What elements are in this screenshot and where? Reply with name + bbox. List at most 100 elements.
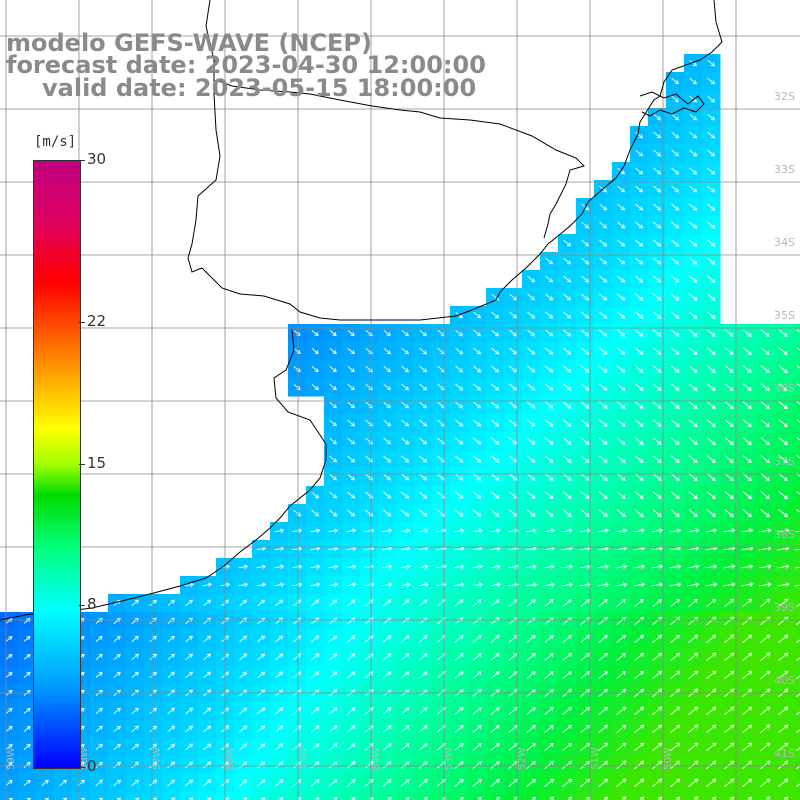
wind-arrow [527, 311, 536, 319]
wind-arrow [509, 293, 518, 301]
wind-cell [486, 792, 505, 800]
wind-arrow [635, 329, 644, 337]
wind-arrow [23, 671, 31, 678]
wind-arrow [670, 347, 680, 355]
wind-arrow [796, 419, 800, 423]
wind-arrow [310, 564, 321, 569]
wind-arrow [562, 706, 573, 715]
wind-arrow [652, 473, 662, 481]
wind-arrow [562, 652, 572, 661]
wind-speed-field [0, 54, 800, 800]
wind-cell [720, 792, 739, 800]
wind-arrow [724, 383, 734, 391]
wind-arrow [742, 491, 752, 500]
wind-arrow [275, 599, 284, 607]
wind-arrow [167, 707, 176, 715]
wind-arrow [688, 724, 699, 734]
wind-arrow [759, 564, 772, 569]
wind-arrow [328, 743, 338, 751]
wind-arrow [670, 383, 680, 391]
wind-arrow [796, 765, 800, 770]
wind-arrow [634, 419, 644, 427]
wind-arrow [98, 797, 104, 800]
wind-arrow [621, 796, 627, 800]
wind-arrow [347, 437, 356, 445]
wind-arrow [489, 564, 501, 569]
wind-arrow [598, 634, 608, 643]
wind-arrow [491, 401, 500, 409]
wind-arrow [544, 706, 554, 715]
wind-arrow [633, 564, 646, 569]
wind-arrow [616, 455, 626, 463]
wind-arrow [454, 564, 465, 569]
wind-arrow [598, 742, 609, 752]
wind-arrow [545, 347, 554, 355]
wind-arrow [292, 528, 303, 533]
longitude-label: 57W [152, 747, 163, 770]
wind-arrow [652, 652, 663, 662]
wind-arrow [454, 707, 464, 715]
wind-arrow [382, 779, 392, 787]
wind-arrow [491, 311, 500, 319]
color-scale-bar [33, 160, 81, 769]
wind-arrow [669, 528, 682, 533]
wind-arrow [635, 167, 644, 175]
wind-arrow [633, 528, 646, 533]
wind-arrow [580, 401, 590, 409]
wind-arrow [203, 725, 212, 733]
wind-arrow [545, 419, 554, 427]
wind-arrow [203, 707, 212, 715]
wind-arrow [329, 330, 337, 337]
wind-arrow [346, 761, 356, 769]
wind-arrow [651, 528, 664, 533]
wind-arrow [526, 635, 536, 643]
wind-arrow [311, 330, 319, 337]
wind-cell [558, 792, 577, 800]
wind-arrow [149, 599, 157, 607]
wind-arrow [454, 743, 464, 751]
wind-arrow [634, 742, 645, 752]
wind-arrow [670, 778, 681, 788]
wind-arrow [167, 617, 175, 625]
wind-arrow [563, 383, 572, 391]
wind-arrow [238, 582, 249, 587]
wind-cell [234, 792, 253, 800]
wind-arrow [131, 707, 139, 715]
wind-arrow [760, 419, 770, 428]
wind-arrow [706, 329, 716, 337]
wind-arrow [131, 635, 139, 642]
wind-arrow [257, 635, 266, 643]
wind-arrow [5, 618, 13, 624]
wind-cell [756, 792, 775, 800]
wind-arrow [257, 599, 266, 607]
wind-arrow [634, 455, 644, 463]
wind-arrow [419, 401, 428, 409]
wind-arrow [401, 419, 410, 427]
wind-arrow [418, 725, 428, 733]
wind-arrow [580, 634, 590, 643]
wind-arrow [616, 742, 627, 752]
wind-arrow [706, 455, 716, 463]
wind-arrow [598, 724, 609, 734]
coastline [0, 0, 723, 621]
wind-arrow [747, 796, 753, 800]
wind-arrow [653, 221, 662, 229]
wind-arrow [778, 634, 789, 644]
wind-arrow [724, 455, 734, 464]
wind-arrow [652, 760, 663, 770]
wind-cell [504, 792, 523, 800]
model-title: modelo GEFS-WAVE (NCEP) [6, 29, 372, 57]
legend-tick-label: 30 [87, 150, 107, 168]
wind-arrow [616, 670, 627, 680]
wind-arrow [311, 671, 320, 679]
wind-arrow [598, 598, 608, 607]
wind-arrow [491, 455, 500, 463]
wind-arrow [652, 437, 662, 445]
wind-arrow [671, 221, 680, 229]
wind-arrow [544, 670, 554, 679]
wind-arrow [543, 582, 556, 587]
wind-arrow [670, 760, 681, 770]
wind-arrow [634, 437, 644, 445]
wind-arrow [418, 599, 428, 607]
